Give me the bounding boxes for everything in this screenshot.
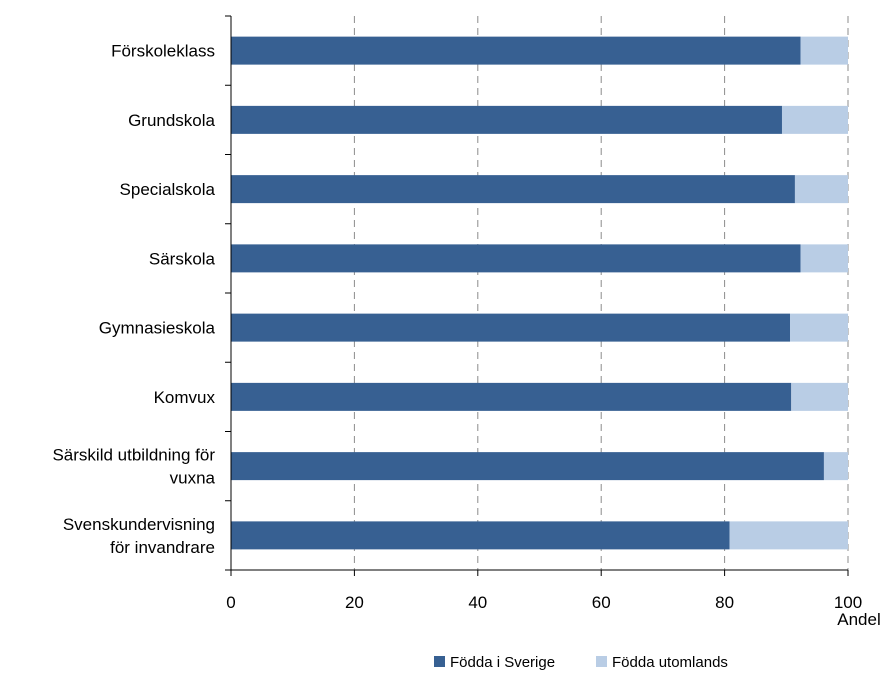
bar-segment-abroad bbox=[800, 36, 848, 65]
category-label: Särskild utbildning för vuxna bbox=[52, 446, 215, 488]
x-tick-label: 0 bbox=[226, 593, 235, 612]
bar-segment-sweden bbox=[231, 452, 824, 481]
x-tick-label: 100 bbox=[834, 593, 862, 612]
x-axis-title: Andel bbox=[837, 610, 880, 629]
category-label: Komvux bbox=[154, 388, 216, 407]
bar-segment-abroad bbox=[790, 313, 848, 342]
legend-label: Födda i Sverige bbox=[450, 654, 555, 671]
category-label: Särskola bbox=[149, 249, 216, 268]
bar-segment-sweden bbox=[231, 313, 791, 342]
bar-segment-sweden bbox=[231, 105, 782, 134]
bar-segment-abroad bbox=[791, 382, 848, 411]
category-label: Gymnasieskola bbox=[99, 319, 216, 338]
bar-segment-sweden bbox=[231, 244, 801, 273]
bar-segment-sweden bbox=[231, 175, 795, 204]
x-tick-label: 60 bbox=[592, 593, 611, 612]
category-label: Grundskola bbox=[128, 111, 215, 130]
legend-label: Födda utomlands bbox=[612, 654, 728, 671]
bar-segment-sweden bbox=[231, 36, 801, 65]
bar-segment-sweden bbox=[231, 382, 792, 411]
gridlines bbox=[353, 16, 849, 570]
bar-segment-sweden bbox=[231, 521, 730, 550]
bar-segment-abroad bbox=[823, 452, 848, 481]
axes bbox=[225, 15, 849, 576]
labels: 0 20 40 60 80 100 Förskoleklass Grundskola Speci… bbox=[52, 42, 862, 612]
legend-swatch bbox=[596, 656, 607, 667]
category-label: Förskoleklass bbox=[111, 42, 215, 61]
bar-segment-abroad bbox=[800, 244, 848, 273]
x-tick-label: 20 bbox=[345, 593, 364, 612]
legend: Födda i Sverige Födda utomlands bbox=[434, 654, 728, 671]
category-label: Svenskundervisning för invandrare bbox=[63, 515, 215, 557]
x-tick-label: 80 bbox=[715, 593, 734, 612]
bar-segment-abroad bbox=[794, 175, 848, 204]
bar-segment-abroad bbox=[729, 521, 848, 550]
category-label: Specialskola bbox=[120, 180, 216, 199]
bars bbox=[231, 36, 848, 550]
x-tick-label: 40 bbox=[468, 593, 487, 612]
bar-segment-abroad bbox=[781, 105, 848, 134]
legend-swatch bbox=[434, 656, 445, 667]
